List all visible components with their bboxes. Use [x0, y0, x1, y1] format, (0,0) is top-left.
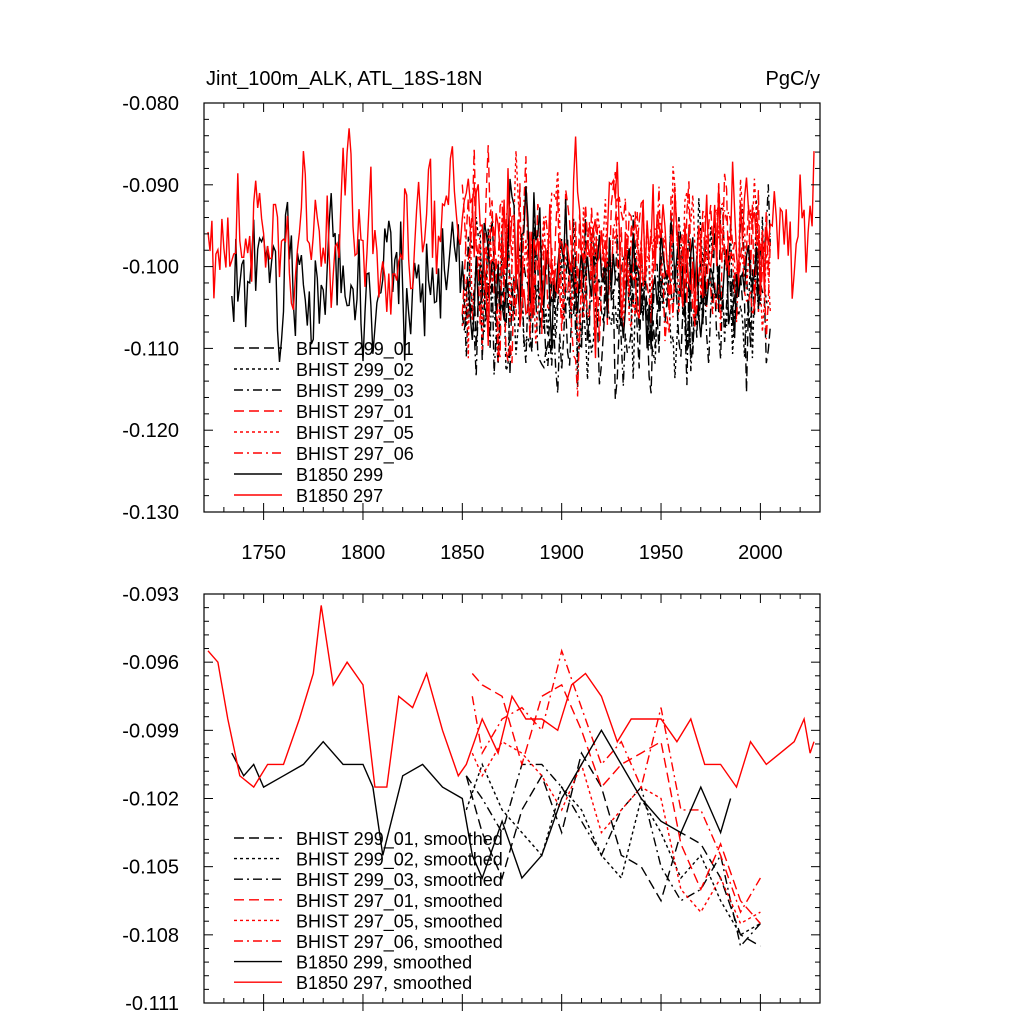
legend-label: B1850 297 [296, 486, 383, 506]
series-line-2 [461, 184, 771, 394]
legend-label: BHIST 297_05 [296, 423, 414, 444]
legend-label: BHIST 297_06, smoothed [296, 932, 503, 953]
series-line-5 [461, 147, 771, 397]
series-line-6 [231, 178, 762, 362]
series-line-7 [207, 128, 815, 359]
series-line-7 [207, 605, 815, 789]
legend-label: B1850 299, smoothed [296, 953, 472, 973]
series-group [207, 128, 815, 400]
legend-label: BHIST 299_03 [296, 381, 414, 402]
legend-label: B1850 299 [296, 465, 383, 485]
bottom-panel: -0.093 -0.096 -0.099 -0.102 -0.105 -0.108 -0.1… [122, 584, 821, 1015]
y-tick-label: -0.130 [122, 502, 179, 524]
series-line-3 [461, 145, 771, 364]
top-panel: 1750 1800 1850 1900 1950 2000 -0.080 -0.090 -0.1… [122, 68, 821, 564]
series-line-5 [471, 648, 762, 914]
series-line-2 [465, 763, 761, 948]
y-tick-label: -0.111 [125, 993, 179, 1015]
y-tick-label: -0.093 [122, 584, 179, 606]
x-tick-label: 1800 [341, 542, 386, 564]
series-line-1 [461, 198, 771, 388]
legend-label: BHIST 299_03, smoothed [296, 870, 503, 891]
legend-label: BHIST 297_01 [296, 402, 414, 423]
legend-label: B1850 297, smoothed [296, 973, 472, 993]
x-tick-label: 1900 [539, 542, 584, 564]
series-line-0 [465, 751, 761, 947]
chart-title: Jint_100m_ALK, ATL_18S-18N [206, 68, 482, 90]
legend-label: BHIST 297_06 [296, 444, 414, 465]
y-tick-label: -0.105 [122, 857, 179, 879]
y-tick-label: -0.080 [122, 93, 179, 115]
series-line-3 [471, 673, 761, 924]
legend-label: BHIST 297_05, smoothed [296, 911, 503, 932]
y-tick-label: -0.100 [122, 257, 179, 279]
x-tick-label: 1850 [440, 542, 485, 564]
legend-label: BHIST 299_01, smoothed [296, 829, 503, 850]
y-tick-label: -0.099 [122, 720, 179, 742]
legend-label: BHIST 297_01, smoothed [296, 891, 503, 912]
y-tick-label: -0.102 [122, 789, 179, 811]
y-tick-label: -0.096 [122, 652, 179, 674]
plot-frame [203, 102, 821, 513]
legend-label: BHIST 299_01 [296, 339, 414, 360]
x-tick-label: 1750 [241, 542, 286, 564]
y-tick-label: -0.108 [122, 925, 179, 947]
x-tick-label: 1950 [639, 542, 684, 564]
y-tick-label: -0.120 [122, 420, 179, 442]
y-tick-label: -0.110 [124, 338, 179, 360]
y-tick-label: -0.090 [122, 175, 179, 197]
legend-label: BHIST 299_02, smoothed [296, 850, 503, 871]
series-group [207, 605, 815, 948]
series-line-1 [465, 762, 761, 936]
legend-label: BHIST 299_02 [296, 360, 414, 381]
series-line-6 [231, 728, 732, 880]
x-tick-label: 2000 [738, 542, 783, 564]
chart-units: PgC/y [766, 68, 820, 90]
